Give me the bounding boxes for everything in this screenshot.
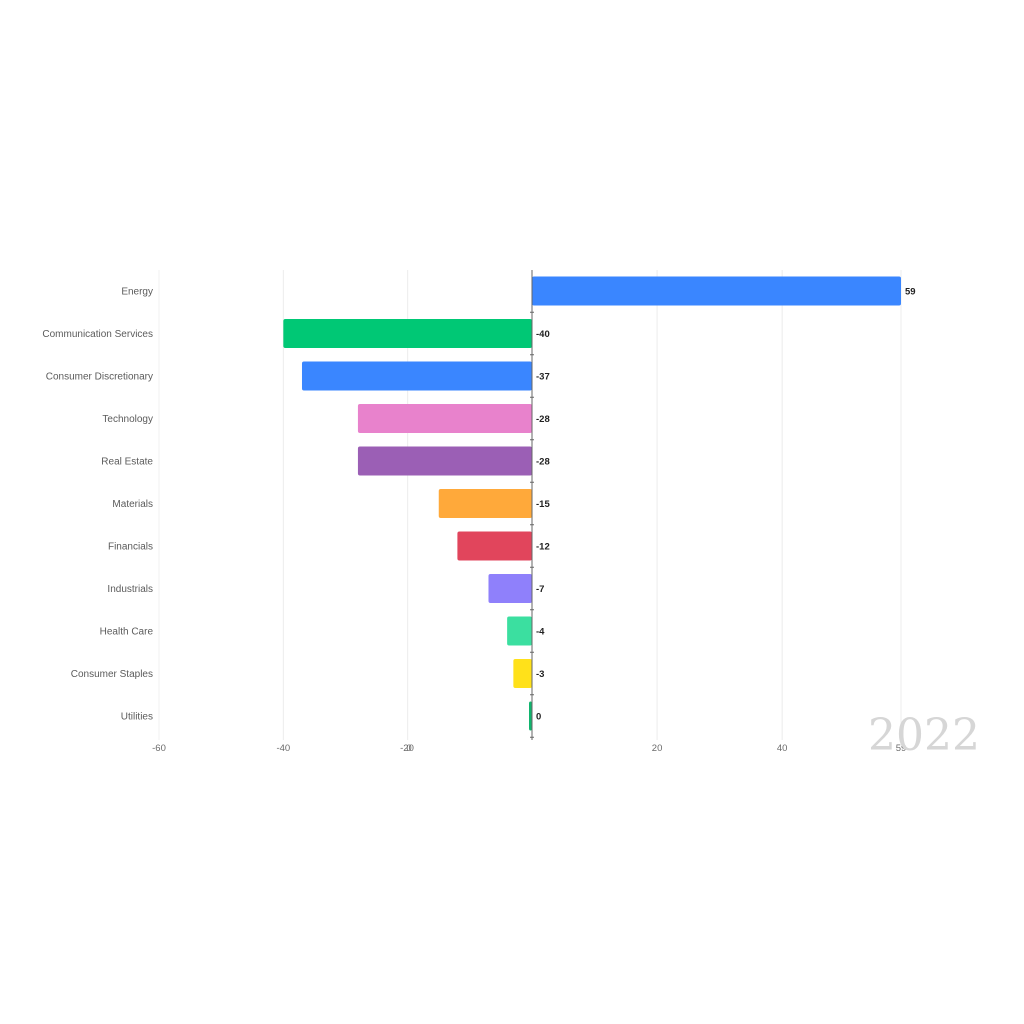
category-label: Real Estate xyxy=(101,457,153,468)
value-label: 0 xyxy=(536,712,541,723)
category-label: Materials xyxy=(112,499,153,510)
bar xyxy=(513,659,532,688)
category-label: Communication Services xyxy=(42,329,153,340)
bars xyxy=(283,276,901,731)
bar xyxy=(357,404,532,433)
bar xyxy=(507,616,532,646)
tick-label: 59 xyxy=(896,743,907,754)
tick-label: -20 xyxy=(400,743,414,754)
bar xyxy=(532,276,901,306)
category-label: Health Care xyxy=(100,627,154,638)
bar xyxy=(301,361,532,391)
value-label: -37 xyxy=(536,372,550,383)
axes xyxy=(530,270,534,740)
bar xyxy=(457,531,532,561)
value-label: -12 xyxy=(536,542,550,553)
bar xyxy=(357,446,532,476)
value-label: -7 xyxy=(536,584,544,595)
category-label: Technology xyxy=(102,414,153,425)
value-label: -28 xyxy=(536,414,550,425)
category-label: Consumer Discretionary xyxy=(46,372,153,383)
value-label: -40 xyxy=(536,329,550,340)
category-label: Industrials xyxy=(107,584,153,595)
tick-label: -60 xyxy=(152,743,166,754)
category-label: Financials xyxy=(108,542,153,553)
category-label: Consumer Staples xyxy=(71,669,153,680)
grid-lines xyxy=(158,270,902,740)
category-label: Utilities xyxy=(121,712,153,723)
bar xyxy=(529,701,532,731)
category-label: Energy xyxy=(121,287,153,298)
bar xyxy=(283,319,532,348)
value-label: 59 xyxy=(905,287,916,298)
bar xyxy=(488,574,532,603)
tick-label: 40 xyxy=(777,743,788,754)
value-label: -4 xyxy=(536,627,545,638)
value-label: -3 xyxy=(536,669,544,680)
tick-label: 0 xyxy=(406,743,411,754)
value-label: -15 xyxy=(536,499,550,510)
value-label: -28 xyxy=(536,457,550,468)
tick-label: -40 xyxy=(276,743,290,754)
bar xyxy=(438,489,532,518)
tick-label: 20 xyxy=(652,743,663,754)
year-annotation: 2022 xyxy=(868,710,980,761)
